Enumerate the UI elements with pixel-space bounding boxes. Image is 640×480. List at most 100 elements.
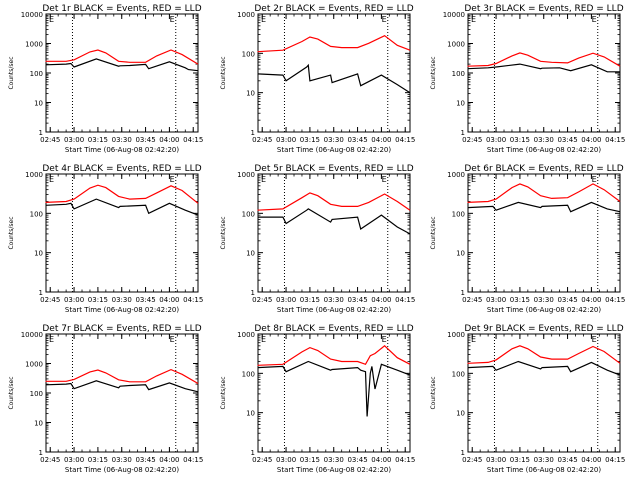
event-marker-label: E: [382, 15, 387, 24]
x-tick-label: 03:30: [324, 456, 344, 464]
x-tick-label: 03:00: [276, 296, 296, 304]
y-tick-label: 1000: [237, 171, 255, 179]
event-marker-label: E: [382, 175, 387, 184]
event-marker-label: E: [382, 335, 387, 344]
x-tick-label: 04:15: [395, 456, 415, 464]
plot-frame: [45, 13, 199, 133]
x-tick-label: 02:45: [252, 136, 272, 144]
x-tick-label: 03:00: [486, 296, 506, 304]
x-tick-label: 03:30: [324, 136, 344, 144]
x-tick-label: 04:15: [395, 136, 415, 144]
y-tick-label: 1000: [25, 41, 43, 49]
x-tick-label: 03:30: [112, 136, 132, 144]
y-tick-label: 10000: [21, 331, 43, 339]
y-tick-label: 10: [456, 410, 465, 418]
x-tick-label: 03:15: [510, 456, 530, 464]
x-axis-label: Start Time (06-Aug-08 02:42:20): [277, 466, 391, 474]
x-tick-label: 02:45: [462, 136, 482, 144]
plot-frame: [467, 13, 621, 133]
x-tick-label: 04:15: [183, 296, 203, 304]
x-tick-label: 02:45: [40, 296, 60, 304]
y-tick-label: 100: [30, 210, 43, 218]
x-tick-label: 03:45: [347, 296, 367, 304]
series-line-events: [45, 380, 199, 393]
x-tick-label: 04:00: [159, 296, 179, 304]
event-marker-label: E: [471, 15, 476, 24]
x-tick-label: 03:45: [347, 456, 367, 464]
x-tick-label: 03:00: [486, 136, 506, 144]
y-tick-label: 100: [242, 370, 255, 378]
x-tick-label: 03:15: [510, 136, 530, 144]
x-tick-label: 03:45: [557, 296, 577, 304]
series-line-lld: [467, 183, 621, 203]
x-tick-label: 03:45: [557, 456, 577, 464]
x-tick-label: 04:00: [371, 456, 391, 464]
y-tick-label: 1000: [237, 331, 255, 339]
x-axis-label: Start Time (06-Aug-08 02:42:20): [277, 306, 391, 314]
x-tick-label: 04:00: [159, 136, 179, 144]
x-tick-label: 03:00: [64, 456, 84, 464]
series-line-lld: [467, 52, 621, 67]
x-axis-label: Start Time (06-Aug-08 02:42:20): [65, 466, 179, 474]
y-tick-label: 100: [30, 390, 43, 398]
y-axis-label: Counts/sec: [430, 216, 437, 249]
event-marker-label: E: [592, 175, 597, 184]
y-tick-label: 10: [34, 250, 43, 258]
x-tick-label: 03:15: [510, 296, 530, 304]
panel-title: Det 9r BLACK = Events, RED = LLD: [464, 324, 623, 334]
x-tick-label: 03:15: [88, 136, 108, 144]
panel-det-4: Det 4r BLACK = Events, RED = LLD 1 10 100 10…: [8, 164, 203, 314]
y-axis-label: Counts/sec: [8, 56, 15, 89]
panel-title: Det 2r BLACK = Events, RED = LLD: [254, 4, 413, 14]
x-tick-label: 04:15: [605, 456, 625, 464]
panel-det-3: Det 3r BLACK = Events, RED = LLD 1 10 100 10…: [430, 4, 625, 154]
x-tick-label: 03:15: [300, 136, 320, 144]
x-tick-label: 04:15: [395, 296, 415, 304]
x-tick-label: 03:15: [300, 456, 320, 464]
y-tick-label: 10: [246, 410, 255, 418]
x-axis-label: Start Time (06-Aug-08 02:42:20): [487, 466, 601, 474]
x-tick-label: 02:45: [40, 136, 60, 144]
series-line-events: [257, 208, 411, 235]
series-line-events: [257, 360, 411, 417]
panel-title: Det 6r BLACK = Events, RED = LLD: [464, 164, 623, 174]
y-tick-label: 100: [30, 70, 43, 78]
series-line-lld: [45, 184, 199, 204]
event-marker-label: E: [170, 175, 175, 184]
panel-det-5: Det 5r BLACK = Events, RED = LLD 1 10 100 10…: [220, 164, 415, 314]
y-tick-label: 100: [242, 210, 255, 218]
event-marker-label: E: [592, 335, 597, 344]
x-axis-label: Start Time (06-Aug-08 02:42:20): [65, 146, 179, 154]
x-tick-label: 04:00: [581, 136, 601, 144]
y-tick-label: 10: [456, 100, 465, 108]
y-tick-label: 1000: [447, 171, 465, 179]
x-tick-label: 04:15: [183, 136, 203, 144]
x-tick-label: 04:00: [581, 456, 601, 464]
series-line-events: [45, 198, 199, 216]
y-tick-label: 100: [452, 70, 465, 78]
event-marker-label: E: [592, 15, 597, 24]
x-tick-label: 03:00: [486, 456, 506, 464]
series-line-events: [467, 63, 620, 73]
x-tick-label: 03:30: [112, 296, 132, 304]
series-line-lld: [45, 49, 199, 65]
event-marker-label: E: [471, 335, 476, 344]
series-line-events: [467, 201, 621, 213]
y-tick-label: 1: [251, 289, 255, 297]
x-tick-label: 03:15: [88, 296, 108, 304]
x-tick-label: 02:45: [252, 456, 272, 464]
x-tick-label: 03:30: [534, 296, 554, 304]
y-tick-label: 1000: [25, 361, 43, 369]
event-marker-label: E: [49, 15, 54, 24]
panel-title: Det 7r BLACK = Events, RED = LLD: [42, 324, 201, 334]
x-tick-label: 03:00: [276, 136, 296, 144]
y-tick-label: 10000: [21, 11, 43, 19]
plot-frame: [467, 173, 621, 293]
x-tick-label: 03:45: [135, 136, 155, 144]
x-tick-label: 04:15: [183, 456, 203, 464]
series-line-lld: [257, 35, 411, 53]
x-tick-label: 02:45: [252, 296, 272, 304]
series-line-events: [467, 360, 621, 376]
event-marker-label: E: [261, 335, 266, 344]
plot-frame: [257, 333, 411, 453]
